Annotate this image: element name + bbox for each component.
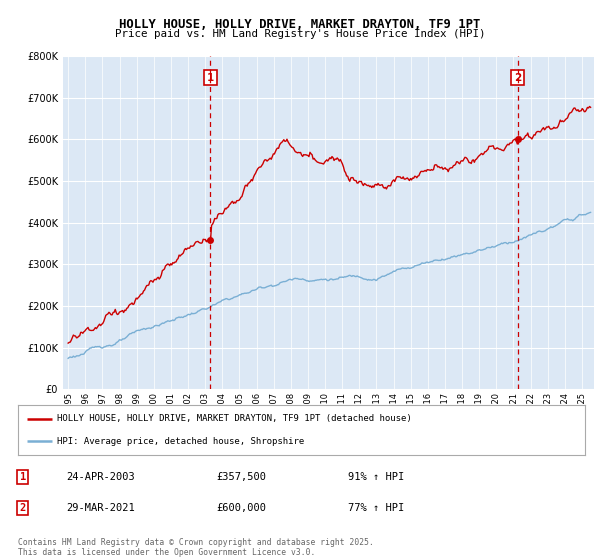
Text: HOLLY HOUSE, HOLLY DRIVE, MARKET DRAYTON, TF9 1PT (detached house): HOLLY HOUSE, HOLLY DRIVE, MARKET DRAYTON…	[56, 414, 412, 423]
Text: 29-MAR-2021: 29-MAR-2021	[66, 503, 135, 513]
Text: Contains HM Land Registry data © Crown copyright and database right 2025.
This d: Contains HM Land Registry data © Crown c…	[18, 538, 374, 557]
Text: 24-APR-2003: 24-APR-2003	[66, 472, 135, 482]
Text: £357,500: £357,500	[216, 472, 266, 482]
Text: 2: 2	[514, 73, 521, 83]
Text: 1: 1	[20, 472, 26, 482]
Text: HOLLY HOUSE, HOLLY DRIVE, MARKET DRAYTON, TF9 1PT: HOLLY HOUSE, HOLLY DRIVE, MARKET DRAYTON…	[119, 18, 481, 31]
Text: 77% ↑ HPI: 77% ↑ HPI	[348, 503, 404, 513]
Text: £600,000: £600,000	[216, 503, 266, 513]
Text: 91% ↑ HPI: 91% ↑ HPI	[348, 472, 404, 482]
Text: Price paid vs. HM Land Registry's House Price Index (HPI): Price paid vs. HM Land Registry's House …	[115, 29, 485, 39]
Text: 1: 1	[207, 73, 214, 83]
Text: HPI: Average price, detached house, Shropshire: HPI: Average price, detached house, Shro…	[56, 437, 304, 446]
Text: 2: 2	[20, 503, 26, 513]
